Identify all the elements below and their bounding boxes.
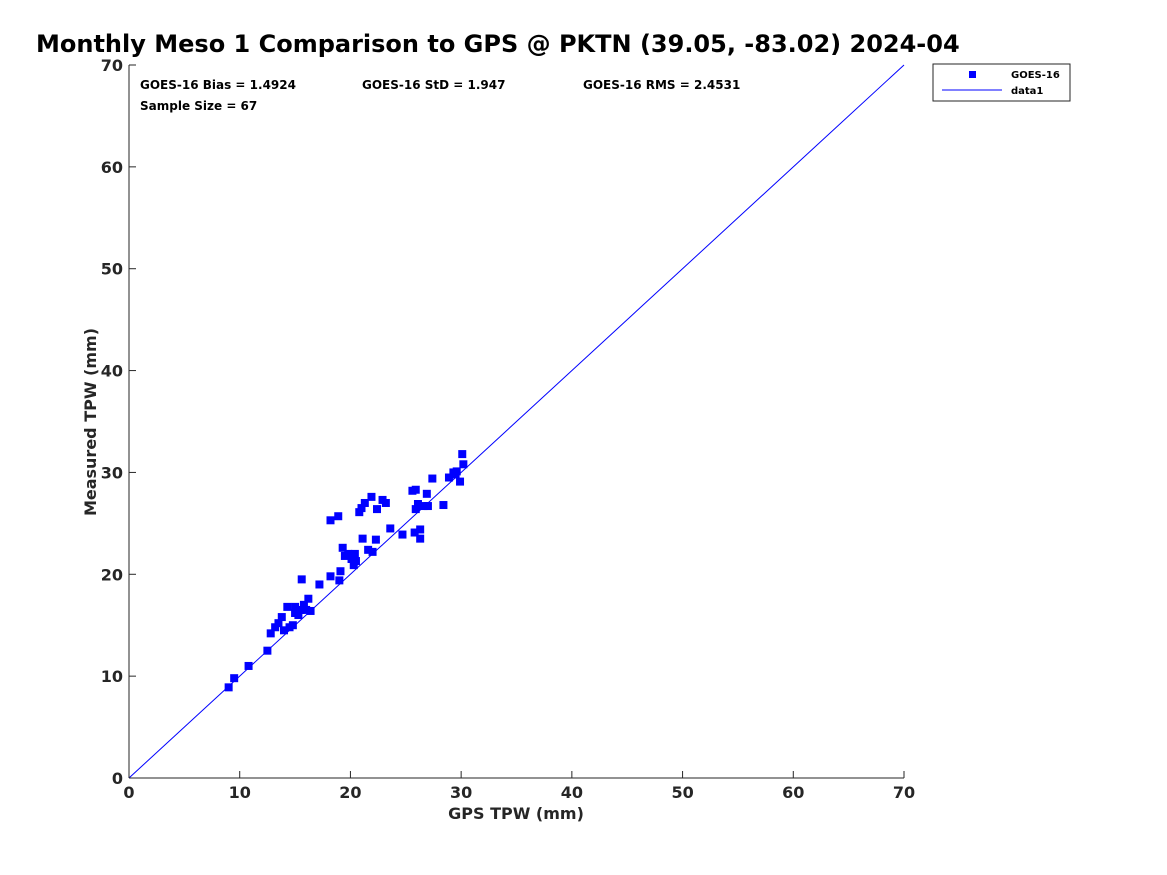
y-tick-label: 40	[101, 362, 123, 381]
data-point	[350, 549, 359, 558]
y-tick-label: 60	[101, 158, 123, 177]
x-tick-label: 70	[893, 783, 915, 802]
data-point	[277, 613, 286, 622]
data-point	[336, 567, 345, 576]
data-point	[280, 626, 288, 635]
data-point	[452, 467, 461, 476]
data-point	[244, 661, 253, 670]
data-point	[364, 545, 373, 554]
y-tick-label: 20	[101, 565, 123, 584]
data-point	[419, 502, 428, 511]
data-point	[411, 485, 420, 494]
x-tick-label: 20	[339, 783, 361, 802]
data-point	[347, 555, 356, 564]
data-point	[326, 516, 335, 525]
x-axis-label: GPS TPW (mm)	[448, 804, 584, 823]
stat-bias: GOES-16 Bias = 1.4924	[140, 78, 296, 92]
x-tick-label: 40	[561, 783, 583, 802]
data-point	[360, 498, 369, 507]
data-point	[422, 489, 431, 498]
y-axis-label: Measured TPW (mm)	[81, 328, 100, 516]
data-point	[334, 512, 343, 521]
data-point	[266, 629, 275, 638]
data-point	[413, 500, 422, 509]
data-point	[344, 549, 353, 558]
y-tick-label: 0	[112, 769, 123, 788]
data-point	[456, 477, 465, 486]
data-point	[291, 602, 300, 611]
y-tick-label: 70	[101, 56, 123, 75]
data-point	[283, 602, 292, 611]
data-point	[371, 535, 380, 544]
stat-sample-size: Sample Size = 67	[140, 99, 257, 113]
y-tick-label: 50	[101, 260, 123, 279]
data-point	[349, 561, 358, 570]
data-point	[326, 572, 335, 581]
data-point	[338, 543, 347, 552]
data-point	[368, 547, 377, 556]
legend-label-goes16: GOES-16	[1011, 70, 1060, 81]
x-tick-label: 0	[123, 783, 134, 802]
stat-rms: GOES-16 RMS = 2.4531	[583, 78, 740, 92]
data-point	[373, 505, 381, 514]
data-point	[423, 502, 432, 511]
data-point	[230, 674, 239, 683]
data-point	[294, 611, 303, 620]
data-point	[271, 623, 280, 632]
data-point	[357, 504, 366, 513]
data-point	[439, 501, 448, 510]
data-point	[351, 557, 360, 566]
data-point	[224, 683, 233, 692]
legend-box	[932, 63, 1071, 102]
data-point	[416, 525, 425, 534]
stat-std: GOES-16 StD = 1.947	[362, 78, 505, 92]
data-point	[386, 524, 395, 533]
data-point	[381, 498, 390, 507]
data-point	[358, 534, 367, 543]
data-point	[315, 580, 324, 589]
chart-title: Monthly Meso 1 Comparison to GPS @ PKTN …	[36, 30, 960, 58]
data-point	[367, 492, 376, 501]
data-point	[459, 460, 468, 469]
data-point	[410, 528, 419, 537]
legend-label-data1: data1	[1011, 86, 1043, 97]
series-goes16	[224, 450, 468, 692]
data-point	[304, 594, 313, 603]
reference-line	[128, 64, 905, 779]
data-point	[355, 508, 364, 517]
data-point	[263, 646, 272, 655]
data-point	[297, 575, 306, 584]
data-point	[428, 474, 437, 483]
data-point	[306, 606, 315, 615]
y-tick-label: 30	[101, 463, 123, 482]
data-point	[335, 576, 344, 585]
x-tick-label: 10	[229, 783, 251, 802]
data-point	[288, 621, 297, 630]
data-point	[458, 450, 467, 459]
data-point	[444, 473, 453, 482]
axis-ticks: 0 10 20 30 40 50 60 70 0 10 20 30 40 50 60 70	[101, 56, 915, 802]
y-tick-label: 10	[101, 667, 123, 686]
plot-area: 0 10 20 30 40 50 60 70 0 10 20 30 40 50 60 70	[101, 56, 915, 802]
data-point	[411, 505, 420, 514]
legend-marker-goes16	[969, 71, 976, 78]
data-point	[299, 600, 308, 609]
x-tick-label: 30	[450, 783, 472, 802]
data-point	[398, 530, 407, 539]
x-tick-label: 50	[671, 783, 693, 802]
data-point	[416, 534, 425, 543]
series-data1	[128, 64, 905, 779]
x-tick-label: 60	[782, 783, 804, 802]
legend: GOES-16 data1	[932, 63, 1071, 102]
data-point	[274, 619, 283, 628]
data-point	[296, 605, 305, 614]
data-point	[302, 605, 311, 614]
